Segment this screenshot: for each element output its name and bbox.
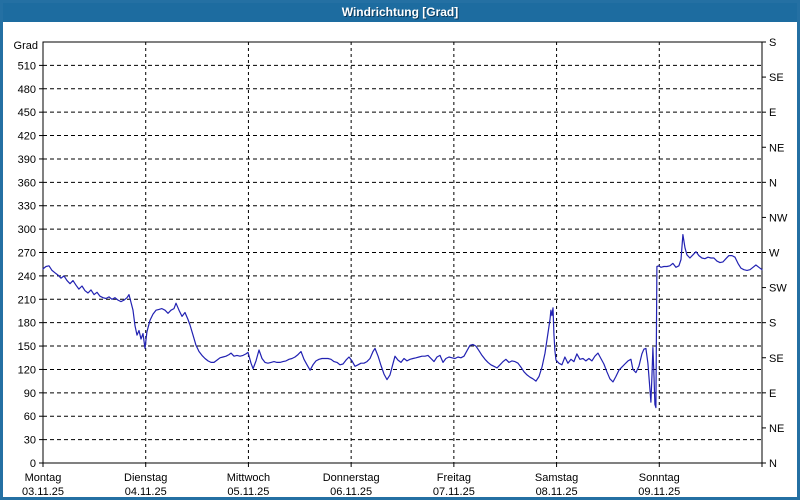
y-axis-tick-label: 240	[18, 271, 36, 283]
date-label: 08.11.25	[536, 486, 578, 498]
date-label: 09.11.25	[638, 486, 680, 498]
y-axis-tick-label: 480	[18, 84, 36, 96]
y-axis-tick-label: 60	[24, 411, 36, 423]
weekday-label: Freitag	[437, 472, 471, 484]
compass-tick-label: S	[769, 318, 776, 330]
y-axis-tick-label: 180	[18, 318, 36, 330]
y-axis-tick-label: 90	[24, 388, 36, 400]
weekday-label: Montag	[25, 472, 62, 484]
compass-tick-label: W	[769, 248, 780, 260]
compass-tick-label: NE	[769, 423, 784, 435]
y-axis-tick-label: 360	[18, 177, 36, 189]
wind-direction-chart: Grad 0 30 60 90 120 150 180 210 240 270 300 330 360 39…	[14, 37, 788, 498]
compass-tick-label: SE	[769, 72, 784, 84]
weekday-label: Samstag	[535, 472, 578, 484]
y-axis-tick-label: 510	[18, 60, 36, 72]
y-axis-tick-label: 120	[18, 364, 36, 376]
compass-tick-label: N	[769, 458, 777, 470]
y-axis-tick-label: 450	[18, 107, 36, 119]
date-label: 07.11.25	[433, 486, 475, 498]
compass-tick-label: N	[769, 177, 777, 189]
y-axis-tick-label: 210	[18, 294, 36, 306]
y-axis-tick-label: 0	[30, 458, 36, 470]
y-axis-tick-label: 390	[18, 154, 36, 166]
weekday-label: Dienstag	[124, 472, 167, 484]
y-axis-tick-label: 150	[18, 341, 36, 353]
weekday-label: Sonntag	[639, 472, 680, 484]
compass-tick-label: E	[769, 388, 776, 400]
y-axis-tick-label: 30	[24, 435, 36, 447]
compass-tick-label: NW	[769, 212, 788, 224]
date-label: 04.11.25	[125, 486, 167, 498]
y-axis-tick-label: 420	[18, 131, 36, 143]
date-label: 06.11.25	[330, 486, 372, 498]
compass-tick-label: SE	[769, 353, 784, 365]
compass-tick-label: S	[769, 37, 776, 49]
weekday-label: Mittwoch	[227, 472, 270, 484]
compass-tick-label: E	[769, 107, 776, 119]
y-axis-tick-label: 330	[18, 201, 36, 213]
compass-tick-label: NE	[769, 142, 784, 154]
date-label: 03.11.25	[22, 486, 64, 498]
wind-direction-line	[42, 234, 763, 409]
date-label: 05.11.25	[227, 486, 269, 498]
y-axis-unit-label: Grad	[14, 40, 38, 52]
y-axis-tick-label: 300	[18, 224, 36, 236]
y-axis-tick-label: 270	[18, 248, 36, 260]
weekday-label: Donnerstag	[323, 472, 380, 484]
window-title: Windrichtung [Grad]	[3, 3, 797, 22]
compass-tick-label: SW	[769, 283, 787, 295]
